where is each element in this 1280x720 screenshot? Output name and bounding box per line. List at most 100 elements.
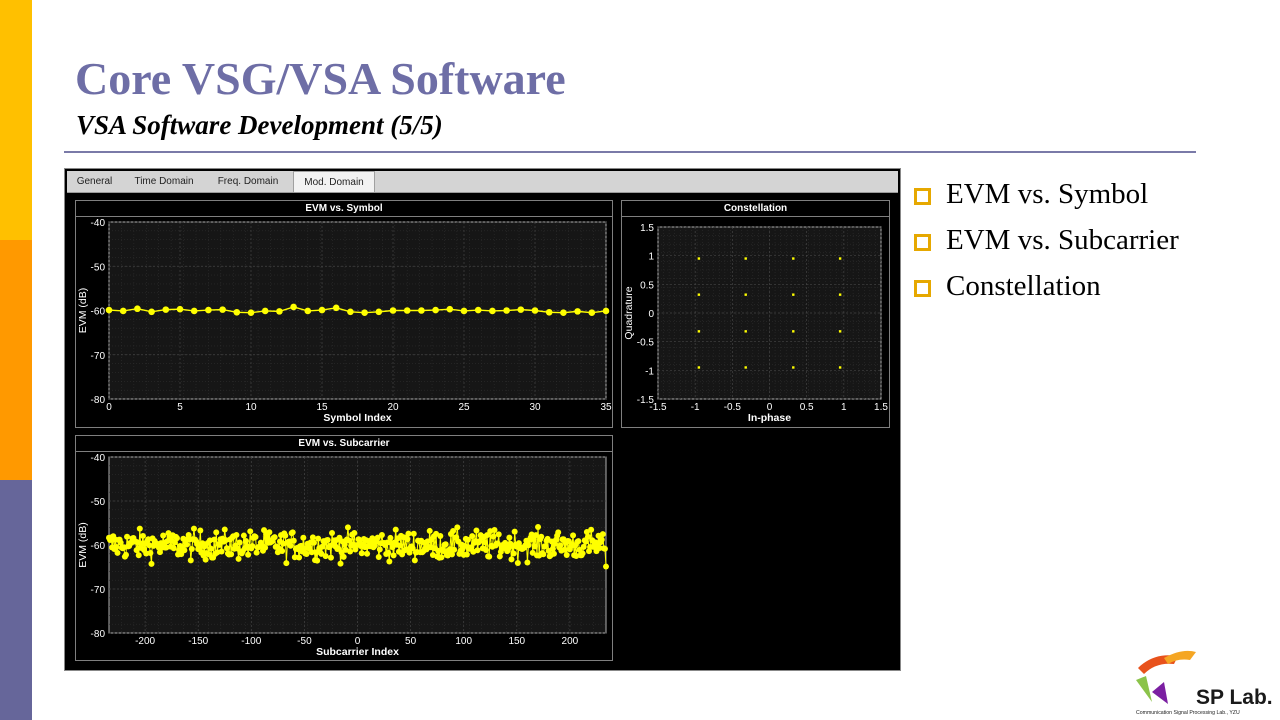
evm-subcarrier-point xyxy=(464,536,471,543)
evm-symbol-point xyxy=(403,307,411,314)
evm-subcarrier-point xyxy=(290,537,297,544)
x-tick-label: 0 xyxy=(767,402,773,413)
evm-subcarrier-point xyxy=(136,525,143,532)
y-tick-label: 1 xyxy=(648,252,654,263)
evm-subcarrier-point xyxy=(405,530,412,537)
bullet-item: EVM vs. Symbol xyxy=(912,176,1179,222)
y-tick-label: -1.5 xyxy=(637,395,655,406)
constellation-title: Constellation xyxy=(622,201,889,217)
sp-lab-logo: SP Lab. Communication Signal Processing … xyxy=(1136,650,1273,716)
evm-subcarrier-point xyxy=(156,549,163,556)
logo-swoosh-purple xyxy=(1152,682,1168,704)
evm-subcarrier-point xyxy=(324,536,331,543)
evm-subcarrier-point xyxy=(291,554,298,561)
evm-subcarrier-point xyxy=(454,524,461,531)
evm-symbol-point xyxy=(134,305,141,313)
evm-subcarrier-point xyxy=(322,553,329,560)
evm-subcarrier-point xyxy=(309,534,316,541)
evm-subcarrier-point xyxy=(202,556,209,563)
x-tick-label: 1 xyxy=(841,402,847,413)
evm-subcarrier-point xyxy=(314,557,321,564)
evm-subcarrier-point xyxy=(287,542,294,549)
evm-symbol-point xyxy=(205,306,212,314)
evm-subcarrier-point xyxy=(375,554,382,561)
evm-subcarrier-point xyxy=(481,539,488,546)
evm-subcarrier-point xyxy=(376,546,383,553)
x-axis-label: Subcarrier Index xyxy=(316,646,399,658)
x-tick-label: 1.5 xyxy=(874,402,888,413)
y-tick-label: -80 xyxy=(91,629,106,640)
evm-subcarrier-point xyxy=(190,525,197,532)
constellation-point xyxy=(697,330,701,333)
evm-subcarrier-point xyxy=(135,552,142,559)
evm-subcarrier-point xyxy=(252,533,259,540)
evm-subcarrier-point xyxy=(245,551,252,558)
evm-subcarrier-point xyxy=(563,552,570,559)
x-tick-label: 20 xyxy=(387,402,399,413)
evm-symbol-point xyxy=(119,307,127,315)
evm-subcarrier-point xyxy=(308,549,315,556)
square-bullet-icon xyxy=(914,280,931,297)
evm-symbol-point xyxy=(347,308,354,316)
evm-subcarrier-point xyxy=(570,532,577,539)
evm-subcarrier-point xyxy=(347,548,354,555)
bullet-text: EVM vs. Symbol xyxy=(946,178,1149,210)
evm-subcarrier-point xyxy=(266,529,273,536)
tab-bar: General Time Domain Freq. Domain Mod. Do… xyxy=(67,171,898,193)
evm-subcarrier-point xyxy=(223,545,230,552)
y-tick-label: 1.5 xyxy=(640,223,654,234)
evm-subcarrier-point xyxy=(122,551,129,558)
evm-subcarrier-point xyxy=(213,529,220,536)
evm-subcarrier-point xyxy=(181,547,188,554)
evm-subcarrier-point xyxy=(506,534,513,541)
evm-symbol-point xyxy=(432,306,439,314)
evm-subcarrier-point xyxy=(450,528,457,535)
evm-subcarrier-point xyxy=(514,559,521,566)
title-divider xyxy=(64,151,1196,153)
slide-title: Core VSG/VSA Software xyxy=(75,53,566,104)
evm-symbol-point xyxy=(233,308,241,316)
x-tick-label: -1.5 xyxy=(649,402,667,413)
bullet-text: EVM vs. Subcarrier xyxy=(946,224,1179,256)
evm-subcarrier-point xyxy=(242,538,249,545)
logo-swoosh-orange xyxy=(1164,650,1196,664)
evm-subcarrier-point xyxy=(346,537,353,544)
evm-subcarrier-point xyxy=(582,538,589,545)
constellation-point xyxy=(697,293,701,296)
evm-subcarrier-point xyxy=(188,545,195,552)
x-tick-label: 150 xyxy=(508,636,525,647)
evm-subcarrier-point xyxy=(235,555,242,562)
tab-mod-domain[interactable]: Mod. Domain xyxy=(293,171,375,192)
evm-symbol-point xyxy=(602,307,610,315)
square-bullet-icon xyxy=(914,188,931,205)
evm-symbol-point xyxy=(418,307,425,314)
x-tick-label: -1 xyxy=(691,402,700,413)
evm-symbol-point xyxy=(304,307,312,315)
evm-subcarrier-point xyxy=(197,527,204,534)
evm-symbol-point xyxy=(105,306,113,314)
evm-subcarrier-point xyxy=(282,532,289,539)
tab-freq-domain[interactable]: Freq. Domain xyxy=(217,176,279,187)
evm-subcarrier-point xyxy=(601,545,608,552)
evm-subcarrier-point xyxy=(341,541,348,548)
x-tick-label: -100 xyxy=(241,636,261,647)
constellation-point xyxy=(838,366,842,369)
evm-subcarrier-point xyxy=(147,550,154,557)
evm-subcarrier-point xyxy=(170,545,177,552)
x-tick-label: 15 xyxy=(316,402,328,413)
x-tick-label: 25 xyxy=(458,402,470,413)
evm-subcarrier-point xyxy=(216,541,223,548)
x-tick-label: 35 xyxy=(600,402,612,413)
evm-subcarrier-point xyxy=(113,543,120,550)
evm-subcarrier-point xyxy=(139,532,146,539)
x-tick-label: 50 xyxy=(405,636,417,647)
evm-symbol-point xyxy=(247,309,255,317)
evm-subcarrier-point xyxy=(392,526,399,533)
tab-time-domain[interactable]: Time Domain xyxy=(134,176,194,187)
y-tick-label: 0.5 xyxy=(640,280,654,291)
evm-symbol-point xyxy=(162,306,170,313)
y-tick-label: -40 xyxy=(91,453,106,464)
evm-subcarrier-point xyxy=(490,533,497,540)
evm-symbol-point xyxy=(361,309,368,317)
tab-general[interactable]: General xyxy=(76,176,113,187)
